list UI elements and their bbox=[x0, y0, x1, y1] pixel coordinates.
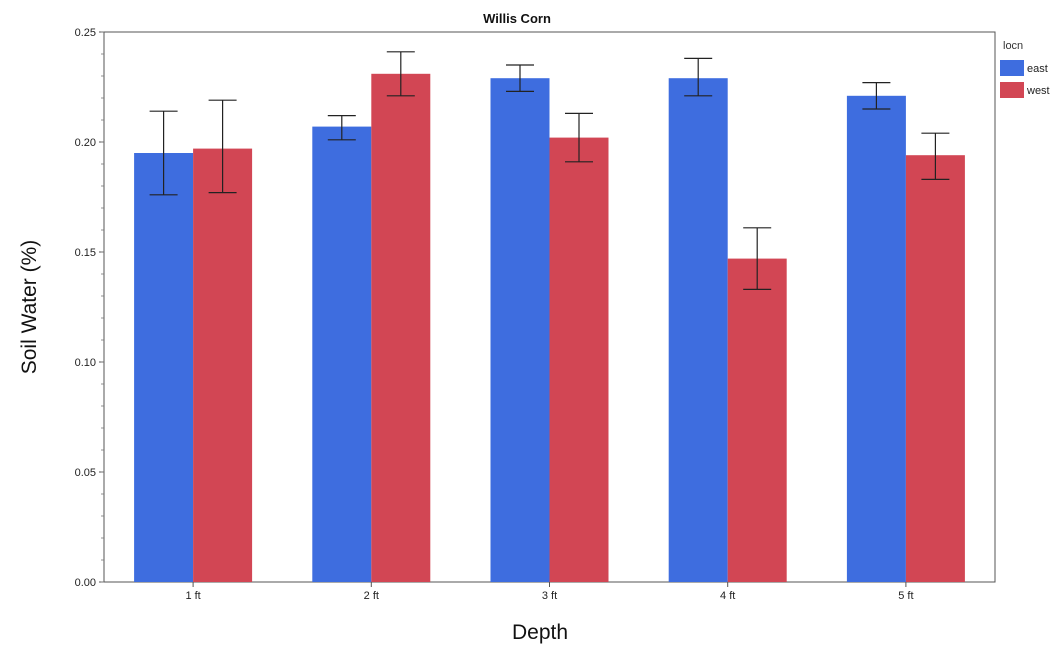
bars bbox=[134, 73, 965, 583]
y-tick-label: 0.20 bbox=[75, 137, 96, 149]
bar-west-2 bbox=[549, 137, 609, 582]
x-tick-label: 5 ft bbox=[898, 590, 913, 602]
bar-east-1 bbox=[312, 126, 372, 582]
legend-swatch-east bbox=[1000, 60, 1024, 76]
bar-west-4 bbox=[905, 155, 965, 582]
y-axis: 0.00 0.05 0.10 0.15 0.20 0.25 bbox=[75, 27, 104, 589]
y-tick-label: 0.10 bbox=[75, 357, 96, 369]
legend-label-east: east bbox=[1027, 63, 1048, 75]
error-bars bbox=[149, 51, 950, 290]
x-tick-label: 1 ft bbox=[185, 590, 200, 602]
bar-west-3 bbox=[727, 258, 787, 582]
y-tick-label: 0.00 bbox=[75, 577, 96, 589]
y-tick-label: 0.15 bbox=[75, 247, 96, 259]
y-tick-label: 0.25 bbox=[75, 27, 96, 39]
x-tick-label: 3 ft bbox=[542, 590, 557, 602]
chart-title: Willis Corn bbox=[483, 11, 551, 26]
bar-east-3 bbox=[668, 78, 728, 582]
bar-east-4 bbox=[846, 95, 906, 583]
bar-west-0 bbox=[193, 148, 253, 582]
bar-east-0 bbox=[134, 153, 194, 582]
y-axis-title: Soil Water (%) bbox=[18, 240, 41, 375]
legend: locn east west bbox=[1000, 40, 1050, 98]
legend-swatch-west bbox=[1000, 82, 1024, 98]
legend-title: locn bbox=[1003, 40, 1023, 52]
x-tick-label: 4 ft bbox=[720, 590, 735, 602]
x-axis: 1 ft 2 ft 3 ft 4 ft 5 ft bbox=[185, 582, 914, 602]
legend-label-west: west bbox=[1026, 85, 1050, 97]
bar-east-2 bbox=[490, 78, 550, 582]
bar-west-1 bbox=[371, 73, 431, 583]
x-axis-title: Depth bbox=[512, 621, 568, 644]
y-tick-label: 0.05 bbox=[75, 467, 96, 479]
x-tick-label: 2 ft bbox=[364, 590, 379, 602]
